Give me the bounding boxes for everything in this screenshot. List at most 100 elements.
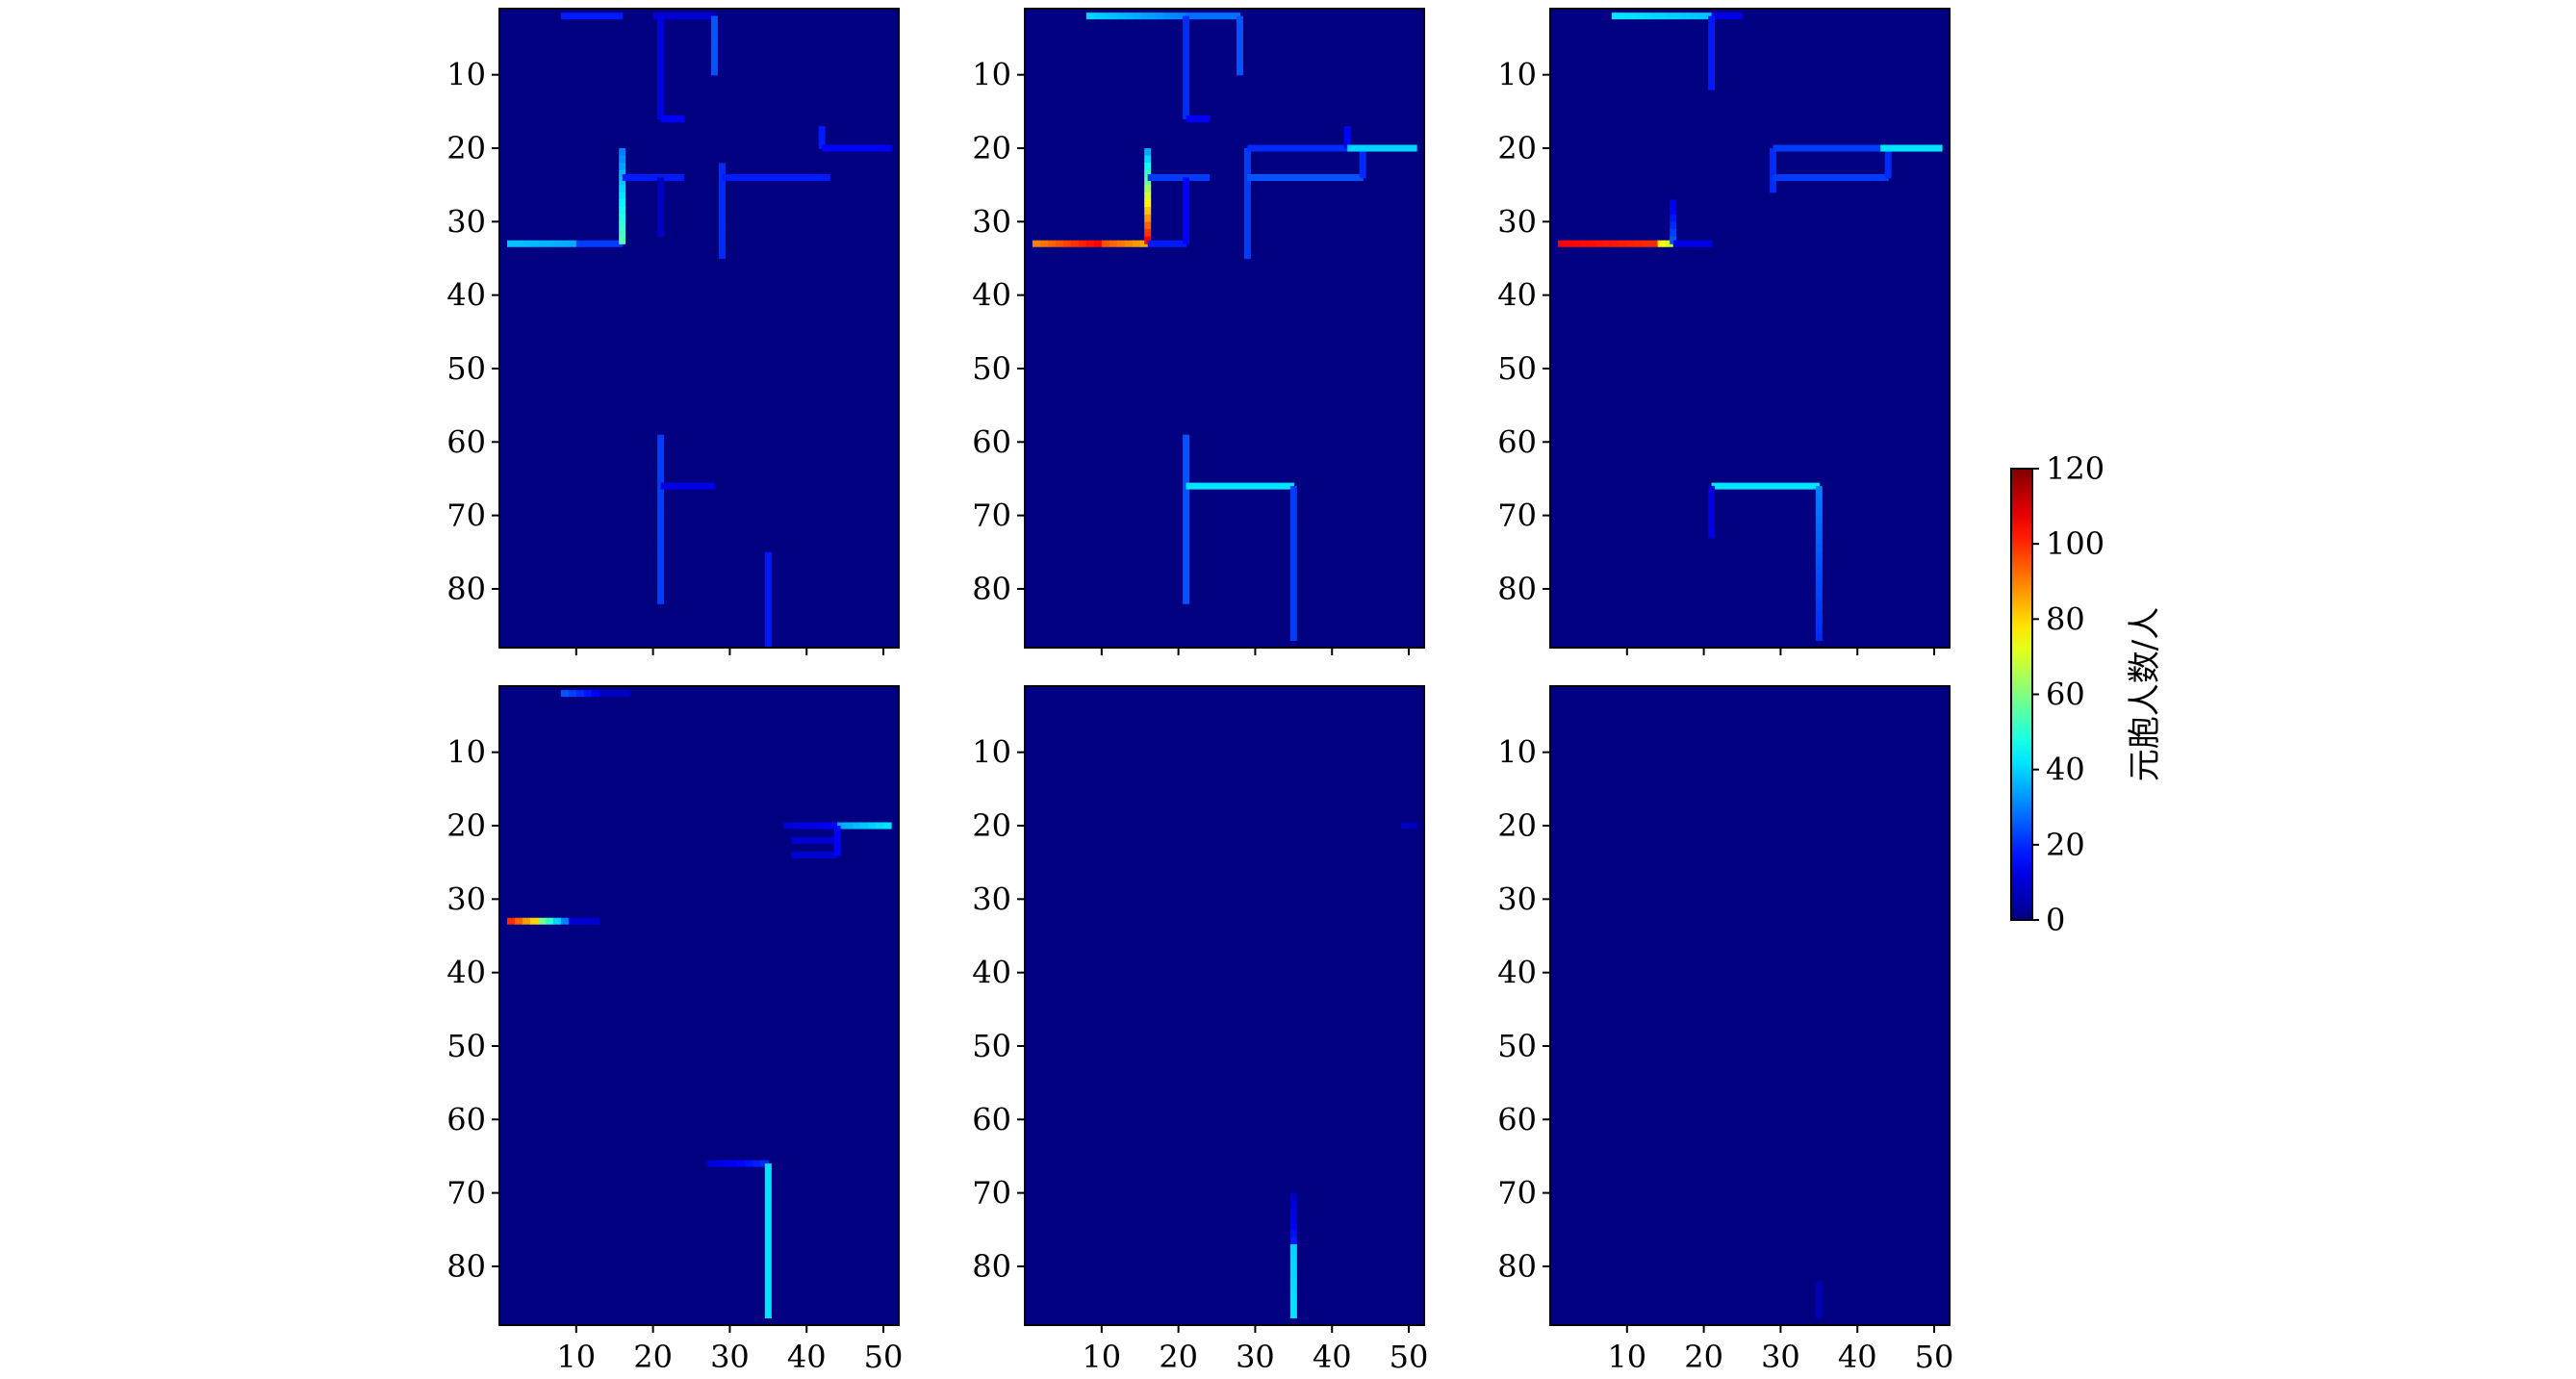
heatmap-cell [591, 917, 600, 925]
y-tick-label: 20 [972, 130, 1011, 166]
heatmap-cell [657, 207, 665, 216]
heatmap-cell [657, 52, 665, 62]
heatmap-cell [1815, 545, 1823, 553]
colorbar-tick-label: 40 [2046, 752, 2085, 788]
heatmap-cell [1826, 144, 1835, 152]
heatmap-cell [710, 15, 718, 24]
heatmap-cell [1155, 13, 1164, 20]
heatmap-cell [1634, 13, 1644, 20]
heatmap-cell [1873, 144, 1881, 152]
heatmap-cell [1834, 174, 1843, 182]
heatmap-cell [718, 236, 726, 244]
axes-frame [1024, 8, 1425, 649]
heatmap-cell [1183, 89, 1190, 98]
heatmap-cell [1911, 144, 1920, 152]
heatmap-cell [657, 228, 665, 238]
y-tick-label: 30 [446, 881, 486, 917]
heatmap-cell [764, 626, 772, 634]
heatmap-cell [1626, 13, 1636, 20]
heatmap-cell [791, 852, 800, 859]
y-tick-label: 30 [972, 203, 1011, 240]
y-tick-label: 40 [972, 277, 1011, 314]
heatmap-cell [676, 174, 685, 182]
heatmap-cell [1565, 240, 1574, 247]
y-tick-label: 10 [446, 734, 486, 771]
heatmap-cell [1262, 144, 1271, 152]
heatmap-cell [1363, 144, 1371, 152]
heatmap-cell [1032, 240, 1041, 247]
y-tick-label: 50 [1497, 1028, 1537, 1064]
heatmap-cell [799, 822, 807, 830]
heatmap-cell [1884, 148, 1892, 157]
heatmap-cell [599, 690, 608, 698]
heatmap-cell [552, 240, 562, 247]
heatmap-cell [619, 236, 626, 244]
y-tick-label: 60 [1497, 423, 1537, 460]
heatmap-cell [676, 115, 685, 122]
heatmap-cell [657, 221, 665, 230]
y-tick-label: 10 [972, 57, 1011, 93]
heatmap-cell [1289, 507, 1297, 517]
heatmap-cell [745, 174, 753, 182]
heatmap-cell [764, 632, 772, 641]
heatmap-cell [657, 581, 665, 590]
heatmap-cell [1711, 13, 1721, 20]
heatmap-cell [764, 1185, 772, 1194]
heatmap-cell [1289, 1259, 1297, 1267]
heatmap-cell [1162, 240, 1172, 247]
heatmap-cell [657, 456, 665, 465]
heatmap-cell [668, 482, 677, 490]
heatmap-cell [506, 240, 516, 247]
y-tick-label: 80 [1497, 1248, 1537, 1285]
heatmap-cell [1815, 574, 1823, 582]
heatmap-cell [1278, 174, 1287, 182]
heatmap-cell [1278, 482, 1287, 490]
heatmap-cell [718, 185, 726, 193]
heatmap-cell [1642, 240, 1651, 247]
heatmap-cell [860, 822, 869, 830]
heatmap-cell [883, 144, 892, 152]
heatmap-cell [1289, 493, 1297, 501]
heatmap-cell [722, 1160, 731, 1167]
heatmap-cell [1815, 626, 1823, 634]
heatmap-cell [1649, 13, 1659, 20]
heatmap-cell [529, 240, 539, 247]
colorbar-tick-label: 120 [2046, 450, 2104, 487]
heatmap-cell [1289, 596, 1297, 604]
heatmap-cell [764, 1310, 772, 1318]
heatmap-cell [657, 500, 665, 509]
heatmap-cell [1047, 240, 1057, 247]
heatmap-cell [1289, 559, 1297, 568]
heatmap-cell [1688, 240, 1697, 247]
heatmap-cell [764, 1273, 772, 1282]
heatmap-panel-top-right: 10 20 30 40 50 60 70 80 [1497, 8, 1951, 655]
x-tick-label: 10 [1607, 1339, 1646, 1375]
heatmap-cell [657, 529, 665, 539]
heatmap-cell [833, 826, 841, 834]
heatmap-cell [1178, 174, 1187, 182]
heatmap-cell [619, 221, 626, 230]
heatmap-cell [1926, 144, 1935, 152]
heatmap-cell [764, 1303, 772, 1312]
heatmap-cell [575, 240, 585, 247]
heatmap-cell [710, 67, 718, 76]
heatmap-cell [1144, 163, 1152, 171]
heatmap-panel-bottom-middle: 10 20 30 40 50 60 70 80 10 20 30 40 50 [972, 685, 1428, 1375]
heatmap-cell [718, 250, 726, 260]
heatmap-cell [1880, 144, 1889, 152]
heatmap-cell [529, 917, 539, 925]
heatmap-cell [1293, 144, 1302, 152]
heatmap-cell [1109, 13, 1118, 20]
heatmap-cell [657, 442, 665, 450]
heatmap-cell [1670, 221, 1677, 230]
heatmap-cell [1734, 13, 1744, 20]
heatmap-cell [699, 13, 708, 20]
heatmap-cell [1183, 523, 1190, 531]
heatmap-cell [1780, 482, 1790, 490]
heatmap-cell [1183, 551, 1190, 561]
heatmap-cell [1270, 174, 1279, 182]
heatmap-cell [1708, 23, 1716, 32]
heatmap-cell [1147, 174, 1157, 182]
heatmap-cell [1289, 567, 1297, 575]
heatmap-cell [752, 174, 761, 182]
